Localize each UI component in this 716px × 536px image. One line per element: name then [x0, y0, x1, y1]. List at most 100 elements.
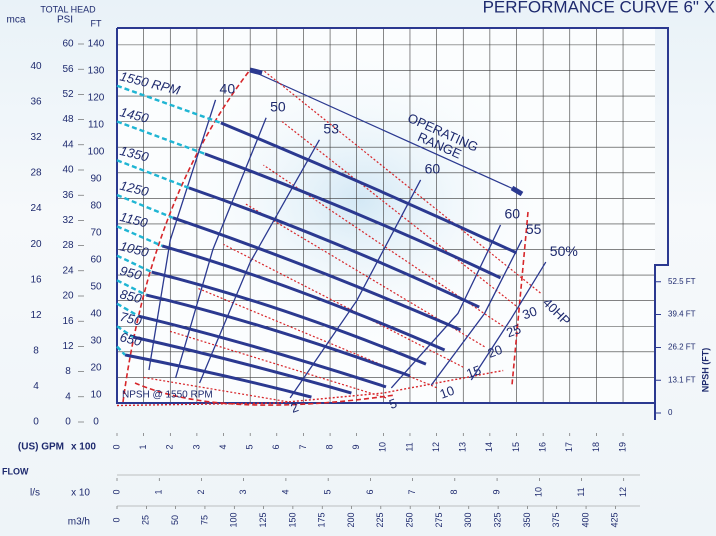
head-curve: [137, 314, 387, 389]
npsh-axis-label: NPSH (FT): [700, 348, 710, 393]
efficiency-label: 50: [270, 98, 286, 114]
hp-label: 5: [387, 395, 399, 412]
y-tick-label: 32: [62, 215, 74, 226]
flow-label: FLOW: [2, 466, 29, 476]
x-tick-label: 0: [111, 444, 121, 449]
y-tick-label: 16: [30, 274, 42, 285]
plot-border: [116, 28, 655, 404]
legend-label: 750: [118, 309, 143, 329]
y2-tick-label: 39.4 FT: [668, 310, 696, 319]
y-tick-label: 110: [88, 120, 104, 131]
legend-label: 850: [118, 286, 143, 306]
y-tick-label: 60: [90, 255, 102, 266]
x-tick-label: 11: [576, 487, 586, 496]
x-tick-label: 11: [404, 442, 414, 451]
x-tick-label: 8: [449, 489, 459, 494]
y-tick-label: 20: [90, 363, 102, 374]
y-tick-label: 60: [62, 39, 74, 50]
efficiency-label: 40: [220, 81, 236, 97]
x-tick-label: 300: [463, 512, 473, 527]
operating-range-end: [510, 185, 524, 197]
axis-label: FT: [91, 18, 102, 28]
y-tick-label: 30: [90, 336, 102, 347]
y-tick-label: 52: [62, 89, 74, 100]
x-tick-label: 100: [229, 512, 239, 527]
x-tick-label: 125: [258, 512, 268, 527]
y-tick-label: 40: [90, 309, 102, 320]
y2-tick-label: 13.1 FT: [668, 375, 696, 384]
x-tick-label: 275: [434, 512, 444, 527]
rpm-leader: [116, 84, 222, 125]
efficiency-curve: [390, 224, 502, 389]
x-tick-label: 425: [610, 512, 620, 527]
y-tick-label: 70: [90, 228, 102, 239]
x-tick-label: 3: [191, 444, 201, 449]
efficiency-curve: [430, 239, 523, 386]
efficiency-label: 55: [526, 221, 542, 237]
y-tick-label: 16: [62, 316, 74, 327]
x-tick-label: 17: [564, 442, 574, 452]
y-tick-label: 36: [62, 190, 74, 201]
hp-curve: [196, 287, 437, 389]
y-tick-label: 0: [65, 417, 71, 428]
x-tick-label: 13: [458, 442, 468, 452]
hp-curve: [263, 69, 541, 294]
axis-unit: x 100: [71, 442, 96, 453]
chart-title: PERFORMANCE CURVE 6" X: [483, 0, 715, 16]
rpm-leader: [116, 345, 126, 356]
efficiency-curve: [148, 99, 217, 371]
x-tick-label: 3: [238, 489, 248, 494]
y-tick-label: 24: [30, 203, 42, 214]
hp-curve: [170, 330, 387, 399]
x-tick-label: 5: [245, 444, 255, 449]
x-tick-label: 6: [365, 489, 375, 494]
y-tick-label: 20: [62, 291, 74, 302]
head-curve: [188, 186, 480, 309]
legend-label: 1450: [118, 104, 150, 126]
x-tick-label: 8: [324, 444, 334, 449]
x-tick-label: 9: [491, 489, 501, 494]
x-tick-label: 0: [111, 489, 121, 494]
y-tick-label: 100: [88, 147, 105, 158]
operating-range-line: [251, 70, 519, 192]
x-tick-label: 14: [484, 442, 494, 452]
legend-label: 1050: [118, 238, 150, 260]
y-tick-label: 24: [62, 265, 74, 276]
axis-label: mca: [7, 15, 26, 26]
x-tick-label: 7: [407, 489, 417, 494]
efficiency-curve: [289, 179, 422, 399]
y-tick-label: 130: [88, 66, 105, 77]
head-curve: [204, 152, 502, 280]
axis-unit: x 10: [71, 488, 90, 499]
x-tick-label: 200: [346, 512, 356, 527]
legend-label: 1350: [118, 143, 150, 165]
y-tick-label: 120: [88, 93, 105, 104]
x-tick-label: 250: [405, 512, 415, 527]
operating-range-end: [249, 67, 263, 76]
background-impeller: [160, 40, 560, 360]
x-tick-label: 6: [271, 444, 281, 449]
rpm-leader: [116, 325, 134, 338]
x-tick-label: 18: [591, 442, 601, 452]
y-tick-label: 12: [30, 310, 42, 321]
x-tick-label: 2: [196, 489, 206, 494]
y-tick-label: 10: [90, 390, 102, 401]
head-curve: [145, 293, 411, 378]
y2-tick-label: 0: [668, 408, 673, 417]
x-tick-label: 7: [298, 444, 308, 449]
y-tick-label: 8: [33, 345, 39, 356]
x-tick-label: 50: [170, 515, 180, 525]
head-curve: [132, 335, 352, 395]
y-tick-label: 50: [90, 282, 102, 293]
axis-label: (US) GPM: [18, 442, 64, 453]
axis-label: m3/h: [68, 517, 90, 528]
y-tick-label: 0: [33, 417, 39, 428]
x-tick-label: 1: [154, 489, 164, 494]
rpm-leader: [116, 225, 163, 248]
y-tick-label: 40: [30, 61, 42, 72]
x-tick-label: 5: [323, 489, 333, 494]
axis-label: l/s: [30, 488, 40, 499]
range-boundary: [511, 211, 529, 386]
y-tick-label: 80: [90, 201, 102, 212]
